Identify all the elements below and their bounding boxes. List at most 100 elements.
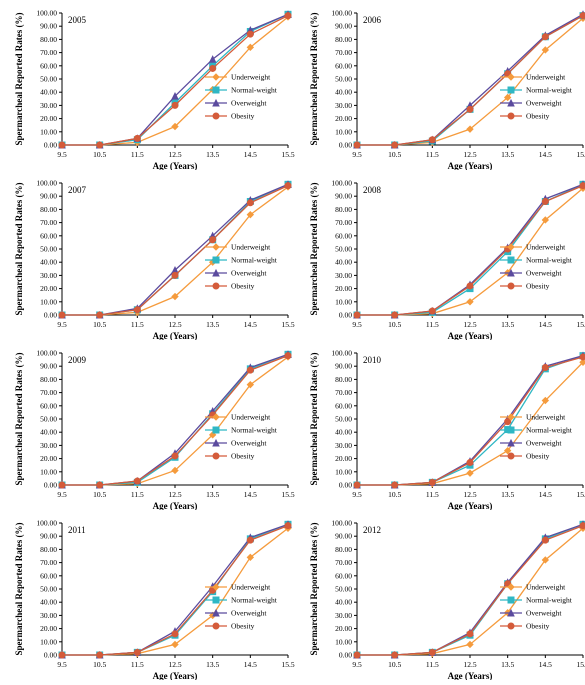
svg-text:Underweight: Underweight [231,583,271,592]
svg-text:Underweight: Underweight [526,413,566,422]
svg-text:12.5: 12.5 [463,660,476,669]
svg-text:Obesity: Obesity [231,452,255,461]
svg-text:20.00: 20.00 [40,114,57,123]
svg-text:Obesity: Obesity [526,282,550,291]
svg-text:30.00: 30.00 [40,271,57,280]
svg-text:40.00: 40.00 [335,88,352,97]
svg-text:60.00: 60.00 [335,401,352,410]
chart-panel-2007: 0.0010.0020.0030.0040.0050.0060.0070.008… [10,175,295,340]
svg-text:13.5: 13.5 [206,490,219,499]
svg-text:Age (Years): Age (Years) [448,671,493,680]
svg-text:Underweight: Underweight [231,243,271,252]
svg-text:0.00: 0.00 [339,141,352,150]
svg-text:Spermarcheal Reported Rates (: Spermarcheal Reported Rates (%) [14,522,24,655]
svg-text:15.5: 15.5 [281,490,294,499]
svg-text:10.00: 10.00 [40,297,57,306]
svg-text:70.00: 70.00 [335,48,352,57]
svg-text:70.00: 70.00 [40,388,57,397]
svg-text:90.00: 90.00 [40,362,57,371]
svg-text:15.5: 15.5 [576,490,585,499]
svg-text:10.00: 10.00 [335,297,352,306]
svg-text:15.5: 15.5 [576,660,585,669]
svg-text:30.00: 30.00 [335,441,352,450]
svg-text:12.5: 12.5 [463,490,476,499]
svg-text:Normal-weight: Normal-weight [231,256,278,265]
svg-text:0.00: 0.00 [339,311,352,320]
svg-text:90.00: 90.00 [335,192,352,201]
svg-text:2011: 2011 [68,525,86,535]
svg-text:50.00: 50.00 [335,415,352,424]
svg-text:10.00: 10.00 [335,467,352,476]
svg-text:Spermarcheal Reported Rates (: Spermarcheal Reported Rates (%) [14,352,24,485]
svg-text:12.5: 12.5 [463,150,476,159]
svg-text:80.00: 80.00 [335,375,352,384]
svg-text:50.00: 50.00 [40,75,57,84]
svg-text:11.5: 11.5 [426,660,439,669]
svg-text:Spermarcheal Reported Rates (: Spermarcheal Reported Rates (%) [309,12,319,145]
svg-text:2008: 2008 [363,185,382,195]
svg-text:Normal-weight: Normal-weight [231,596,278,605]
svg-text:Overweight: Overweight [526,439,562,448]
svg-text:15.5: 15.5 [281,320,294,329]
svg-text:50.00: 50.00 [335,245,352,254]
svg-text:0.00: 0.00 [44,481,57,490]
svg-text:15.5: 15.5 [281,660,294,669]
svg-text:50.00: 50.00 [40,245,57,254]
svg-text:50.00: 50.00 [335,585,352,594]
svg-text:80.00: 80.00 [40,545,57,554]
svg-text:Underweight: Underweight [526,583,566,592]
svg-text:Overweight: Overweight [526,609,562,618]
svg-text:10.00: 10.00 [40,637,57,646]
svg-text:10.00: 10.00 [335,127,352,136]
svg-text:Normal-weight: Normal-weight [526,596,573,605]
chart-panel-2008: 0.0010.0020.0030.0040.0050.0060.0070.008… [305,175,585,340]
svg-text:100.00: 100.00 [331,519,352,528]
svg-text:80.00: 80.00 [335,35,352,44]
svg-text:90.00: 90.00 [335,362,352,371]
svg-text:100.00: 100.00 [36,179,57,188]
svg-text:14.5: 14.5 [244,320,257,329]
svg-text:40.00: 40.00 [40,258,57,267]
svg-text:13.5: 13.5 [501,660,514,669]
svg-text:9.5: 9.5 [57,660,67,669]
svg-text:Overweight: Overweight [231,439,267,448]
svg-text:14.5: 14.5 [244,660,257,669]
svg-text:20.00: 20.00 [335,284,352,293]
svg-text:60.00: 60.00 [40,231,57,240]
svg-text:13.5: 13.5 [206,320,219,329]
svg-text:90.00: 90.00 [335,532,352,541]
svg-text:40.00: 40.00 [335,258,352,267]
svg-text:2006: 2006 [363,15,382,25]
svg-text:60.00: 60.00 [335,571,352,580]
svg-text:13.5: 13.5 [501,320,514,329]
svg-text:Spermarcheal Reported Rates (: Spermarcheal Reported Rates (%) [309,352,319,485]
svg-text:11.5: 11.5 [131,490,144,499]
svg-text:0.00: 0.00 [339,651,352,660]
svg-text:60.00: 60.00 [40,571,57,580]
svg-text:Overweight: Overweight [526,99,562,108]
svg-text:9.5: 9.5 [57,490,67,499]
svg-text:Age (Years): Age (Years) [448,501,493,510]
svg-text:10.5: 10.5 [93,490,106,499]
svg-text:12.5: 12.5 [168,490,181,499]
svg-text:2007: 2007 [68,185,87,195]
svg-text:Obesity: Obesity [526,452,550,461]
svg-text:Spermarcheal Reported Rates (: Spermarcheal Reported Rates (%) [309,522,319,655]
svg-text:Age (Years): Age (Years) [448,161,493,170]
svg-text:100.00: 100.00 [36,349,57,358]
svg-text:Age (Years): Age (Years) [153,671,198,680]
svg-text:30.00: 30.00 [40,611,57,620]
svg-text:90.00: 90.00 [40,532,57,541]
svg-text:Overweight: Overweight [231,99,267,108]
chart-panel-2006: 0.0010.0020.0030.0040.0050.0060.0070.008… [305,5,585,170]
svg-text:40.00: 40.00 [40,428,57,437]
svg-text:20.00: 20.00 [40,454,57,463]
svg-text:30.00: 30.00 [40,101,57,110]
svg-text:100.00: 100.00 [331,179,352,188]
svg-text:10.00: 10.00 [40,127,57,136]
svg-text:70.00: 70.00 [40,558,57,567]
svg-text:12.5: 12.5 [463,320,476,329]
svg-text:70.00: 70.00 [335,218,352,227]
svg-text:9.5: 9.5 [57,320,67,329]
svg-text:Obesity: Obesity [526,622,550,631]
